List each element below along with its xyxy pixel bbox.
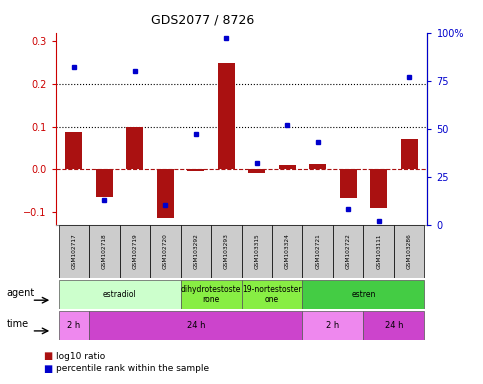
Text: agent: agent [6, 288, 34, 298]
Bar [96, 169, 113, 197]
Text: GSM102718: GSM102718 [102, 233, 107, 270]
Bar [181, 280, 242, 309]
Bar [157, 169, 174, 218]
Bar [211, 225, 242, 278]
Bar [150, 225, 181, 278]
Bar [279, 165, 296, 169]
Text: 2 h: 2 h [67, 321, 81, 330]
Text: estradiol: estradiol [103, 290, 136, 299]
Bar [66, 132, 82, 169]
Text: GSM103286: GSM103286 [407, 233, 412, 270]
Text: GSM103111: GSM103111 [376, 234, 381, 269]
Bar [248, 169, 265, 172]
Bar [370, 169, 387, 208]
Bar [302, 280, 425, 309]
Text: GSM103293: GSM103293 [224, 233, 229, 270]
Bar [394, 225, 425, 278]
Bar [127, 126, 143, 169]
Text: dihydrotestoste
rone: dihydrotestoste rone [181, 285, 241, 305]
Bar [89, 311, 302, 340]
Text: log10 ratio: log10 ratio [56, 352, 105, 361]
Text: GSM102722: GSM102722 [346, 233, 351, 270]
Bar [302, 225, 333, 278]
Bar [58, 311, 89, 340]
Bar [340, 169, 356, 198]
Text: GSM103292: GSM103292 [193, 233, 199, 270]
Bar [302, 311, 363, 340]
Text: ■: ■ [43, 364, 53, 374]
Text: GSM102719: GSM102719 [132, 233, 137, 270]
Bar [242, 280, 302, 309]
Bar [120, 225, 150, 278]
Text: GSM102720: GSM102720 [163, 233, 168, 270]
Text: 19-nortestoster
one: 19-nortestoster one [242, 285, 302, 305]
Text: 24 h: 24 h [186, 321, 205, 330]
Bar [58, 225, 89, 278]
Text: estren: estren [351, 290, 376, 299]
Text: percentile rank within the sample: percentile rank within the sample [56, 364, 209, 373]
Bar [58, 280, 181, 309]
Text: GSM102717: GSM102717 [71, 233, 76, 270]
Text: time: time [6, 319, 28, 329]
Bar [187, 169, 204, 171]
Bar [363, 225, 394, 278]
Bar [181, 225, 211, 278]
Bar [333, 225, 363, 278]
Bar [309, 164, 326, 169]
Text: GSM103324: GSM103324 [284, 233, 290, 270]
Bar [401, 139, 417, 169]
Bar [242, 225, 272, 278]
Bar [272, 225, 302, 278]
Bar [363, 311, 425, 340]
Text: 2 h: 2 h [327, 321, 340, 330]
Bar [89, 225, 120, 278]
Text: GSM102721: GSM102721 [315, 233, 320, 270]
Bar [218, 63, 235, 169]
Text: ■: ■ [43, 351, 53, 361]
Text: 24 h: 24 h [384, 321, 403, 330]
Text: GDS2077 / 8726: GDS2077 / 8726 [151, 13, 255, 26]
Text: GSM103315: GSM103315 [254, 233, 259, 270]
